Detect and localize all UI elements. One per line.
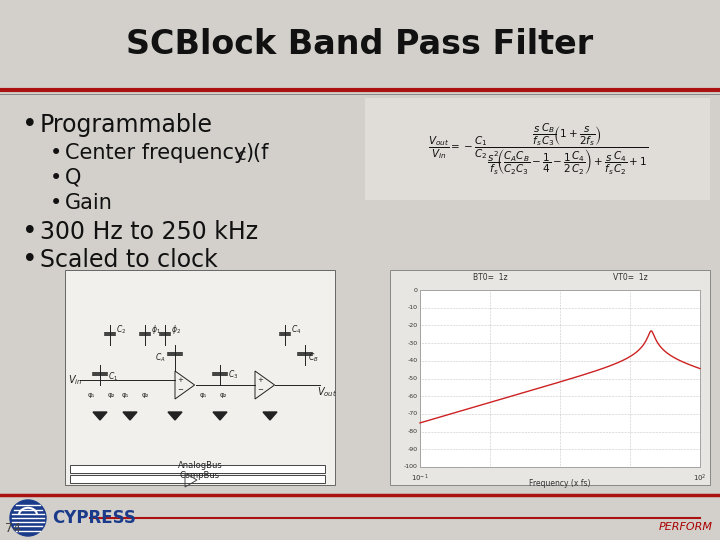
Bar [65,270,335,485]
Text: φ₁: φ₁ [88,392,95,398]
Text: $\phi_1$: $\phi_1$ [151,323,161,336]
Text: -60: -60 [408,394,418,399]
Bar [70,465,325,473]
Polygon shape [93,412,107,420]
Text: Q: Q [65,168,81,188]
Text: SCBlock Band Pass Filter: SCBlock Band Pass Filter [127,29,593,62]
Text: Frequency (x fs): Frequency (x fs) [529,479,590,488]
Text: ): ) [245,143,253,163]
Text: $C_2$: $C_2$ [116,324,126,336]
Text: φ₂: φ₂ [108,392,115,398]
Text: $C_4$: $C_4$ [291,324,302,336]
Text: •: • [50,193,62,213]
Text: VT0=  1z: VT0= 1z [613,273,647,282]
Text: −: − [177,387,183,393]
Text: PERFORM: PERFORM [659,522,713,532]
Text: Center frequency (f: Center frequency (f [65,143,269,163]
Text: φ₂: φ₂ [142,392,150,398]
Text: AnalogBus: AnalogBus [178,461,222,469]
Text: Gain: Gain [65,193,113,213]
Text: -30: -30 [408,341,418,346]
Text: $C_1$: $C_1$ [108,371,118,383]
Text: $C_B$: $C_B$ [308,352,319,365]
Text: •: • [22,219,37,245]
Polygon shape [213,412,227,420]
Text: Programmable: Programmable [40,113,213,137]
Text: +: + [257,377,263,383]
Polygon shape [263,412,277,420]
Text: -90: -90 [408,447,418,452]
Text: φ₁: φ₁ [200,392,207,398]
Text: -70: -70 [408,411,418,416]
Text: $V_{in}$: $V_{in}$ [68,373,82,387]
Text: φ₂: φ₂ [220,392,228,398]
Text: $\dfrac{V_{out}}{V_{in}} = -\dfrac{C_1}{C_2}\dfrac{\dfrac{s}{f_s}\dfrac{C_B}{C_3: $\dfrac{V_{out}}{V_{in}} = -\dfrac{C_1}{… [428,122,648,177]
Polygon shape [168,412,182,420]
Polygon shape [123,412,137,420]
Text: •: • [22,247,37,273]
Bar [0,0,720,90]
Bar [0,495,720,540]
Bar [420,290,700,467]
Text: CYPRESS: CYPRESS [52,509,136,527]
Text: •: • [22,112,37,138]
Text: -10: -10 [408,305,418,310]
Text: BT0=  1z: BT0= 1z [473,273,508,282]
Circle shape [10,500,46,536]
Text: $C_A$: $C_A$ [155,352,166,365]
Text: 300 Hz to 250 kHz: 300 Hz to 250 kHz [40,220,258,244]
Bar [365,98,710,200]
Text: -40: -40 [408,359,418,363]
Text: $V_{out}$: $V_{out}$ [317,385,337,399]
Text: •: • [50,143,62,163]
Text: φ₁: φ₁ [122,392,130,398]
Text: $10^{-1}$: $10^{-1}$ [411,473,429,484]
Text: Scaled to clock: Scaled to clock [40,248,217,272]
Text: -100: -100 [404,464,418,469]
Bar [0,92,720,495]
Text: 0: 0 [414,287,418,293]
Text: c: c [237,148,246,164]
Text: CompBus: CompBus [180,470,220,480]
Text: $C_3$: $C_3$ [228,369,238,381]
Bar [70,475,325,483]
Text: +: + [177,377,183,383]
Text: 74: 74 [5,522,21,535]
Text: -80: -80 [408,429,418,434]
Text: $\phi_2$: $\phi_2$ [171,323,181,336]
Text: -50: -50 [408,376,418,381]
Text: −: − [257,387,263,393]
Text: -20: -20 [408,323,418,328]
Text: $10^{2}$: $10^{2}$ [693,473,707,484]
Text: •: • [50,168,62,188]
Bar [390,270,710,485]
